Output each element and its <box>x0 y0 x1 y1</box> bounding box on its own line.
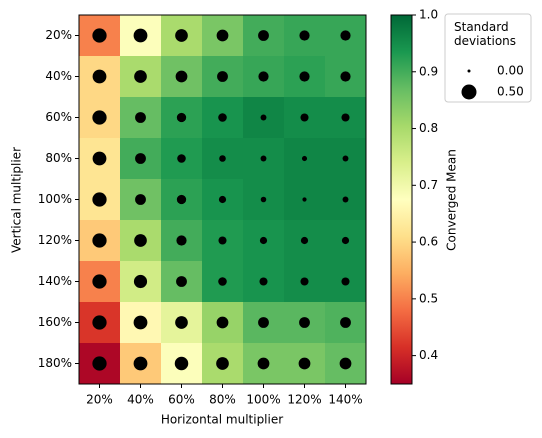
y-tick-label: 160% <box>38 315 72 329</box>
std-dot <box>339 357 352 370</box>
std-dot <box>176 235 187 246</box>
x-tick-label: 80% <box>209 393 236 407</box>
std-dot <box>340 71 351 82</box>
std-dot <box>258 71 269 82</box>
std-dot <box>176 276 187 287</box>
std-dot <box>218 195 227 204</box>
std-dot <box>135 112 146 123</box>
std-dot <box>299 71 310 82</box>
colorbar-tick-label: 1.0 <box>419 8 438 22</box>
std-dot <box>133 356 148 371</box>
std-dot <box>135 194 146 205</box>
std-dot <box>176 112 187 123</box>
std-dot <box>300 113 309 122</box>
std-dot <box>341 113 350 122</box>
std-dot <box>134 234 147 247</box>
x-tick-label: 20% <box>86 393 113 407</box>
std-dot <box>135 153 146 164</box>
std-dot <box>92 315 107 330</box>
x-tick-label: 120% <box>287 393 321 407</box>
std-dot <box>260 114 267 121</box>
x-tick-label: 140% <box>328 393 362 407</box>
std-dot <box>301 155 308 162</box>
std-dot <box>92 69 107 84</box>
std-dot <box>134 70 147 83</box>
legend-dot <box>467 69 471 73</box>
legend-label: 0.00 <box>497 64 524 78</box>
x-tick-label: 60% <box>168 393 195 407</box>
std-dot <box>92 192 107 207</box>
std-dot <box>92 151 107 166</box>
y-tick-label: 40% <box>45 69 72 83</box>
y-tick-label: 20% <box>45 28 72 42</box>
x-tick-label: 100% <box>246 393 280 407</box>
std-dot <box>217 71 228 82</box>
y-tick-label: 120% <box>38 233 72 247</box>
std-dot <box>219 155 226 162</box>
std-dot <box>216 357 229 370</box>
std-dot <box>259 277 268 286</box>
std-dot <box>175 316 188 329</box>
colorbar-tick-label: 0.9 <box>419 64 438 78</box>
std-dot <box>340 317 351 328</box>
x-axis-label: Horizontal multiplier <box>161 413 283 427</box>
colorbar-tick-label: 0.7 <box>419 178 438 192</box>
std-dot <box>177 154 186 163</box>
legend-box <box>444 13 532 103</box>
legend-dot <box>461 84 477 100</box>
std-dot <box>341 236 350 245</box>
std-dot <box>92 356 107 371</box>
std-dot <box>300 277 309 286</box>
y-axis-label: Vertical multiplier <box>10 147 24 253</box>
std-dot <box>174 356 189 371</box>
std-dot <box>299 317 310 328</box>
std-dot <box>218 113 227 122</box>
x-tick-label: 40% <box>127 393 154 407</box>
std-dot <box>342 155 349 162</box>
std-dot <box>92 28 107 43</box>
std-dot <box>175 29 188 42</box>
std-dot <box>299 30 310 41</box>
std-dot <box>92 110 107 125</box>
std-dot <box>133 274 148 289</box>
std-dot <box>133 28 148 43</box>
std-dot <box>176 194 187 205</box>
std-dot <box>92 274 107 289</box>
std-dot <box>341 277 350 286</box>
std-dot <box>133 315 148 330</box>
std-dot <box>300 236 309 245</box>
legend-label: 0.50 <box>497 85 524 99</box>
std-dot <box>342 196 349 203</box>
std-dot <box>259 236 268 245</box>
std-dot <box>257 357 270 370</box>
colorbar-tick-label: 0.5 <box>419 291 438 305</box>
y-tick-label: 60% <box>45 110 72 124</box>
std-dot <box>218 236 227 245</box>
std-dot <box>175 70 188 83</box>
std-dot <box>260 155 267 162</box>
legend-title: Standard deviations <box>454 20 517 48</box>
std-dot <box>340 30 351 41</box>
std-dot <box>258 30 269 41</box>
std-dot <box>216 316 229 329</box>
y-tick-label: 80% <box>45 151 72 165</box>
colorbar-tick-label: 0.8 <box>419 121 438 135</box>
std-dot <box>92 233 107 248</box>
colorbar-label: Converged Mean <box>445 149 459 251</box>
std-dot <box>298 357 311 370</box>
std-dot <box>260 196 267 203</box>
colorbar-tick-label: 0.6 <box>419 235 438 249</box>
std-dot <box>218 277 227 286</box>
y-tick-label: 180% <box>38 356 72 370</box>
y-tick-label: 140% <box>38 274 72 288</box>
colorbar <box>390 14 413 385</box>
std-dot <box>258 317 269 328</box>
y-tick-label: 100% <box>38 192 72 206</box>
std-dot <box>302 197 307 202</box>
colorbar-tick-label: 0.4 <box>419 348 438 362</box>
std-dot <box>216 29 229 42</box>
